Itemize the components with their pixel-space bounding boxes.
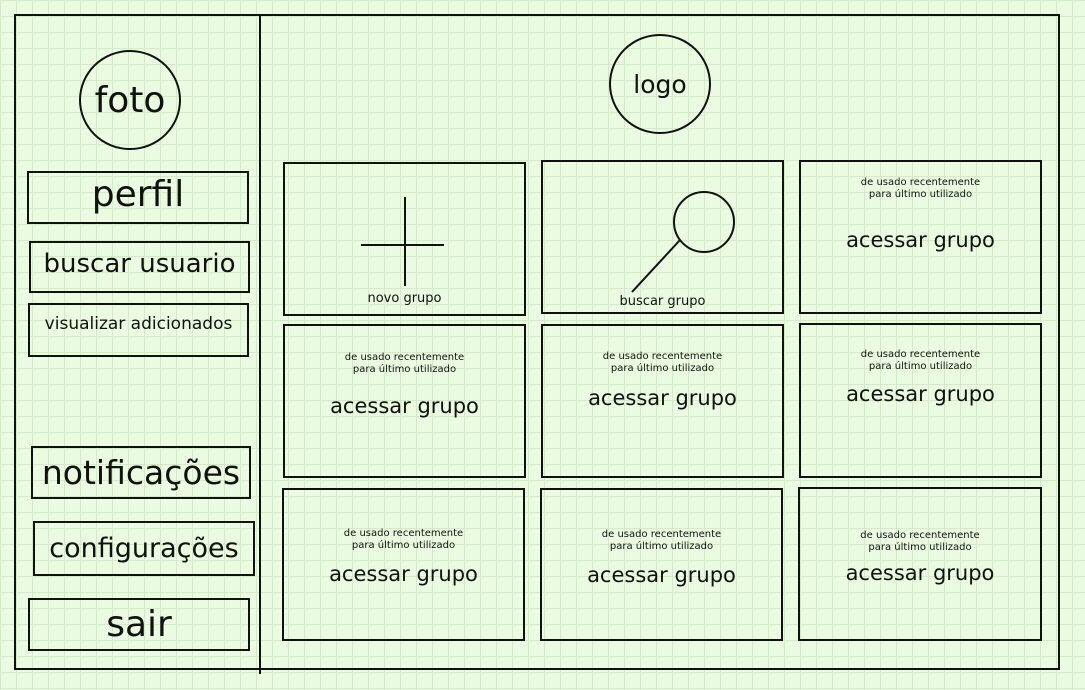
view-added-button[interactable]: visualizar adicionados	[28, 303, 249, 357]
app-logo-label: logo	[633, 69, 687, 99]
group-card[interactable]: de usado recentemente para último utiliz…	[283, 324, 526, 478]
group-card[interactable]: de usado recentemente para último utiliz…	[799, 160, 1042, 314]
profile-photo[interactable]: foto	[79, 50, 181, 150]
view-added-button-label: visualizar adicionados	[44, 314, 233, 334]
search-user-button[interactable]: buscar usuario	[29, 241, 250, 293]
group-card[interactable]: de usado recentemente para último utiliz…	[799, 323, 1042, 478]
settings-button[interactable]: configurações	[33, 521, 255, 576]
group-card[interactable]: de usado recentemente para último utiliz…	[541, 324, 784, 478]
logout-button[interactable]: sair	[28, 598, 250, 651]
group-card-note: de usado recentemente para último utiliz…	[344, 352, 465, 375]
app-frame	[14, 14, 1060, 670]
app-logo: logo	[609, 34, 711, 134]
access-group-label: acessar grupo	[330, 394, 479, 418]
access-group-label: acessar grupo	[846, 228, 995, 252]
profile-button-label: perfil	[91, 174, 185, 215]
sidebar-divider	[259, 14, 261, 674]
plus-icon	[361, 197, 444, 286]
new-group-label: novo grupo	[367, 291, 442, 306]
group-card-note: de usado recentemente para último utiliz…	[860, 349, 981, 372]
profile-button[interactable]: perfil	[27, 171, 249, 224]
group-card-note: de usado recentemente para último utiliz…	[343, 528, 464, 551]
search-group-label: buscar grupo	[619, 294, 706, 309]
access-group-label: acessar grupo	[329, 562, 478, 586]
group-card-note: de usado recentemente para último utiliz…	[860, 530, 980, 553]
access-group-label: acessar grupo	[845, 561, 995, 585]
access-group-label: acessar grupo	[588, 386, 737, 410]
new-group-card[interactable]: novo grupo	[283, 162, 526, 316]
access-group-label: acessar grupo	[587, 563, 736, 587]
group-card[interactable]: de usado recentemente para último utiliz…	[540, 488, 783, 641]
group-card-note: de usado recentemente para último utiliz…	[601, 529, 722, 552]
group-card-note: de usado recentemente para último utiliz…	[860, 177, 981, 200]
group-card-note: de usado recentemente para último utiliz…	[602, 351, 723, 374]
access-group-label: acessar grupo	[846, 382, 995, 406]
profile-photo-label: foto	[94, 79, 166, 121]
logout-button-label: sair	[106, 604, 172, 645]
search-group-card[interactable]: buscar grupo	[541, 160, 784, 314]
search-user-button-label: buscar usuario	[43, 249, 236, 279]
group-card[interactable]: de usado recentemente para último utiliz…	[282, 488, 525, 641]
notifications-button[interactable]: notificações	[31, 446, 251, 499]
notifications-button-label: notificações	[41, 453, 241, 492]
settings-button-label: configurações	[49, 533, 239, 564]
search-icon	[631, 191, 735, 293]
group-card[interactable]: de usado recentemente para último utiliz…	[798, 487, 1042, 641]
